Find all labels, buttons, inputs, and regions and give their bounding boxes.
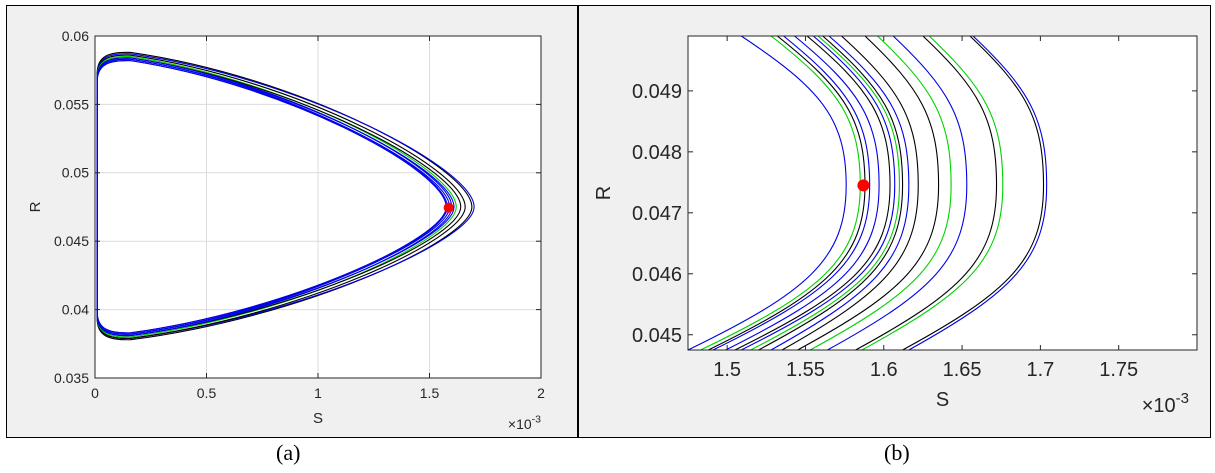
panel-a-xtick-label-3: 1.5 xyxy=(420,385,440,401)
panel-a-series-9 xyxy=(96,60,447,334)
panel-b-series-13 xyxy=(827,36,968,350)
panel-a-xtick-label-2: 1 xyxy=(314,385,322,401)
panel-b-curves xyxy=(688,36,1048,350)
panel-b-series-11 xyxy=(797,36,940,350)
panel-b-xtick-label-5: 1.75 xyxy=(1099,359,1138,381)
panel-b-ytick-label-0: 0.045 xyxy=(632,325,682,347)
panel-b-ytick-label-4: 0.049 xyxy=(632,81,682,103)
panel-a-ytick-label-3: 0.05 xyxy=(62,165,89,181)
caption-a: (a) xyxy=(276,440,301,465)
panel-b-marker xyxy=(857,179,870,192)
panel-b-series-1 xyxy=(700,36,861,350)
panel-a-curves xyxy=(96,51,475,341)
panel-b-series-12 xyxy=(809,36,952,350)
panel-a-ytick-label-0: 0.035 xyxy=(54,370,89,386)
panel-b-ytick-label-2: 0.047 xyxy=(632,203,682,225)
panel-b-series-3 xyxy=(712,36,871,350)
panel-b-series-7 xyxy=(750,36,900,350)
panel-b-series-4 xyxy=(725,36,880,350)
panel-b-ytick-label-1: 0.046 xyxy=(632,264,682,286)
panel-b-series-10 xyxy=(781,36,919,350)
panel-b-axes-box xyxy=(687,35,1198,351)
panel-a-ytick-label-1: 0.04 xyxy=(62,302,89,318)
panel-b-series-9 xyxy=(770,36,910,350)
panel-b-series-6 xyxy=(741,36,896,350)
panel-a-marker xyxy=(443,202,454,213)
panel-b-ytick-label-3: 0.048 xyxy=(632,142,682,164)
panel-b-xtick-label-0: 1.5 xyxy=(713,359,741,381)
panel-b-xtick-label-4: 1.7 xyxy=(1026,359,1054,381)
panel-a-x-multiplier: ×10-3 xyxy=(508,414,541,432)
panel-b-xtick-label-3: 1.65 xyxy=(943,359,982,381)
panel-b-series-14 xyxy=(855,36,998,350)
figure-svg: 0 0.5 1 1.5 2 0.035 0.04 0.045 0.05 0.055 0.06 S R ×1… xyxy=(7,6,1210,437)
panel-a-ylabel: R xyxy=(27,201,44,212)
panel-a-ytick-label-4: 0.055 xyxy=(54,96,89,112)
panel-b-plot-area xyxy=(688,36,1197,350)
panel-a-xtick-label-0: 0 xyxy=(91,385,99,401)
panel-b-series-2 xyxy=(708,36,866,350)
panel-b-xtick-label-2: 1.6 xyxy=(870,359,898,381)
panel-a-xlabel: S xyxy=(313,410,323,427)
panel-a-xtick-label-4: 2 xyxy=(537,385,545,401)
panel-b-frame xyxy=(578,5,1211,438)
panel-b-xlabel: S xyxy=(936,389,949,411)
panel-b-series-15 xyxy=(861,36,1004,350)
panel-b-x-multiplier: ×10-3 xyxy=(1142,390,1189,417)
panel-a-ytick-label-2: 0.045 xyxy=(54,233,89,249)
panel-b-series-8 xyxy=(758,36,904,350)
panel-b-series-0 xyxy=(688,36,847,350)
panel-b-series-16 xyxy=(902,36,1045,350)
panel-b-series-5 xyxy=(734,36,891,350)
panel-a-ytick-label-5: 0.06 xyxy=(62,28,89,44)
caption-b: (b) xyxy=(884,440,910,465)
panel-b-series-17 xyxy=(908,36,1048,350)
panel-a-frame xyxy=(6,5,578,438)
panel-a-xtick-label-1: 0.5 xyxy=(197,385,217,401)
panel-b-ylabel: R xyxy=(593,186,615,200)
panel-b-xtick-label-1: 1.55 xyxy=(786,359,825,381)
